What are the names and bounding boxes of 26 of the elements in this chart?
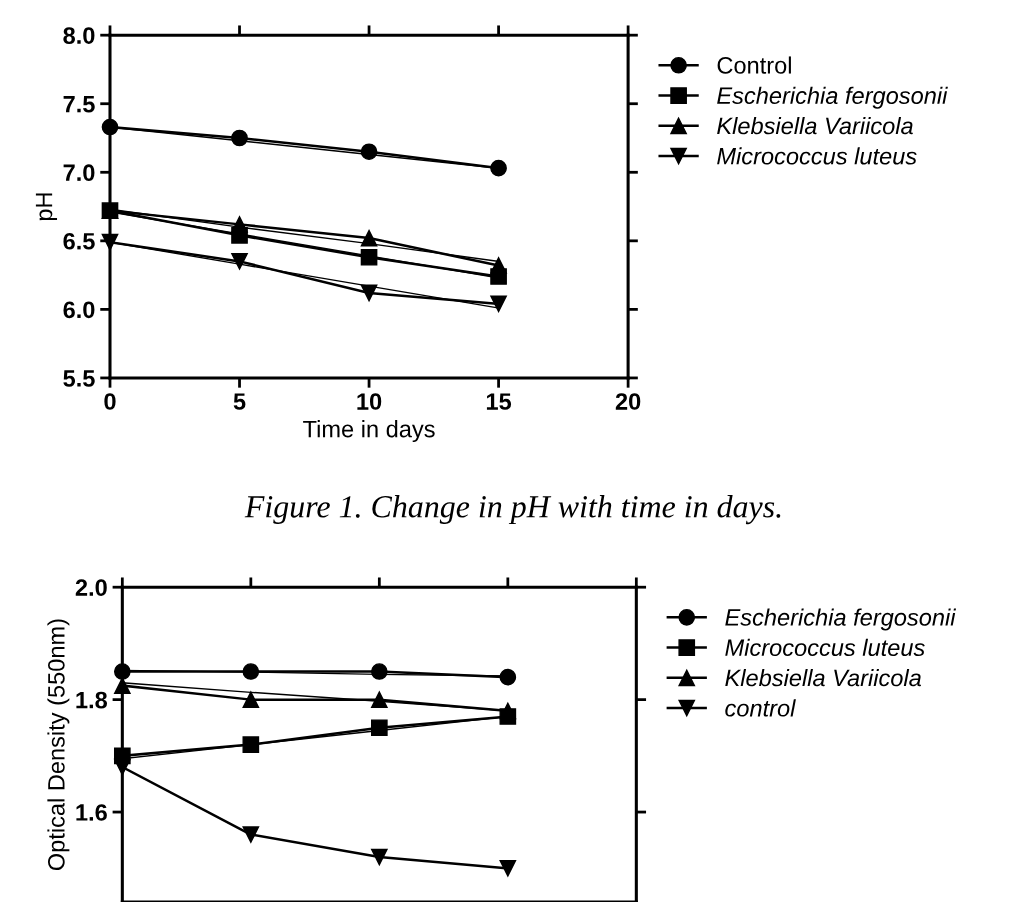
legend-label: Klebsiella Variicola <box>725 669 922 687</box>
legend-label: Klebsiella Variicola <box>717 116 913 135</box>
legend-label: Escherichia fergosonii <box>717 86 948 109</box>
x-tick-label: 5 <box>233 393 246 410</box>
y-tick-label: 7.5 <box>63 96 95 113</box>
y-tick-label: 8.0 <box>63 27 95 44</box>
legend-label: control <box>725 699 796 717</box>
y-axis-title: pH <box>35 193 58 221</box>
x-tick-label: 0 <box>104 393 116 410</box>
x-axis-title: Time in days <box>303 420 435 443</box>
y-tick-label: 5.5 <box>63 370 95 387</box>
y-tick-label: 1.8 <box>76 691 108 709</box>
y-tick-label: 6.5 <box>63 232 95 250</box>
y-axis-title: Optical Density (550nm) <box>47 619 70 871</box>
legend-label: Micrococcus luteus <box>725 638 925 657</box>
caption: Figure 1. Change in pH with time in days. <box>244 495 781 525</box>
y-tick-label: 6.0 <box>63 301 95 319</box>
y-tick-label: 7.0 <box>63 164 95 182</box>
legend-label: Escherichia fergosonii <box>725 608 957 631</box>
x-tick-label: 15 <box>486 393 512 410</box>
y-tick-label: 1.6 <box>76 804 107 821</box>
legend-label: Micrococcus luteus <box>717 147 917 165</box>
x-tick-label: 20 <box>615 393 641 410</box>
legend-label: Control <box>717 56 791 74</box>
y-tick-label: 2.0 <box>75 579 107 596</box>
x-tick-label: 10 <box>357 393 382 410</box>
